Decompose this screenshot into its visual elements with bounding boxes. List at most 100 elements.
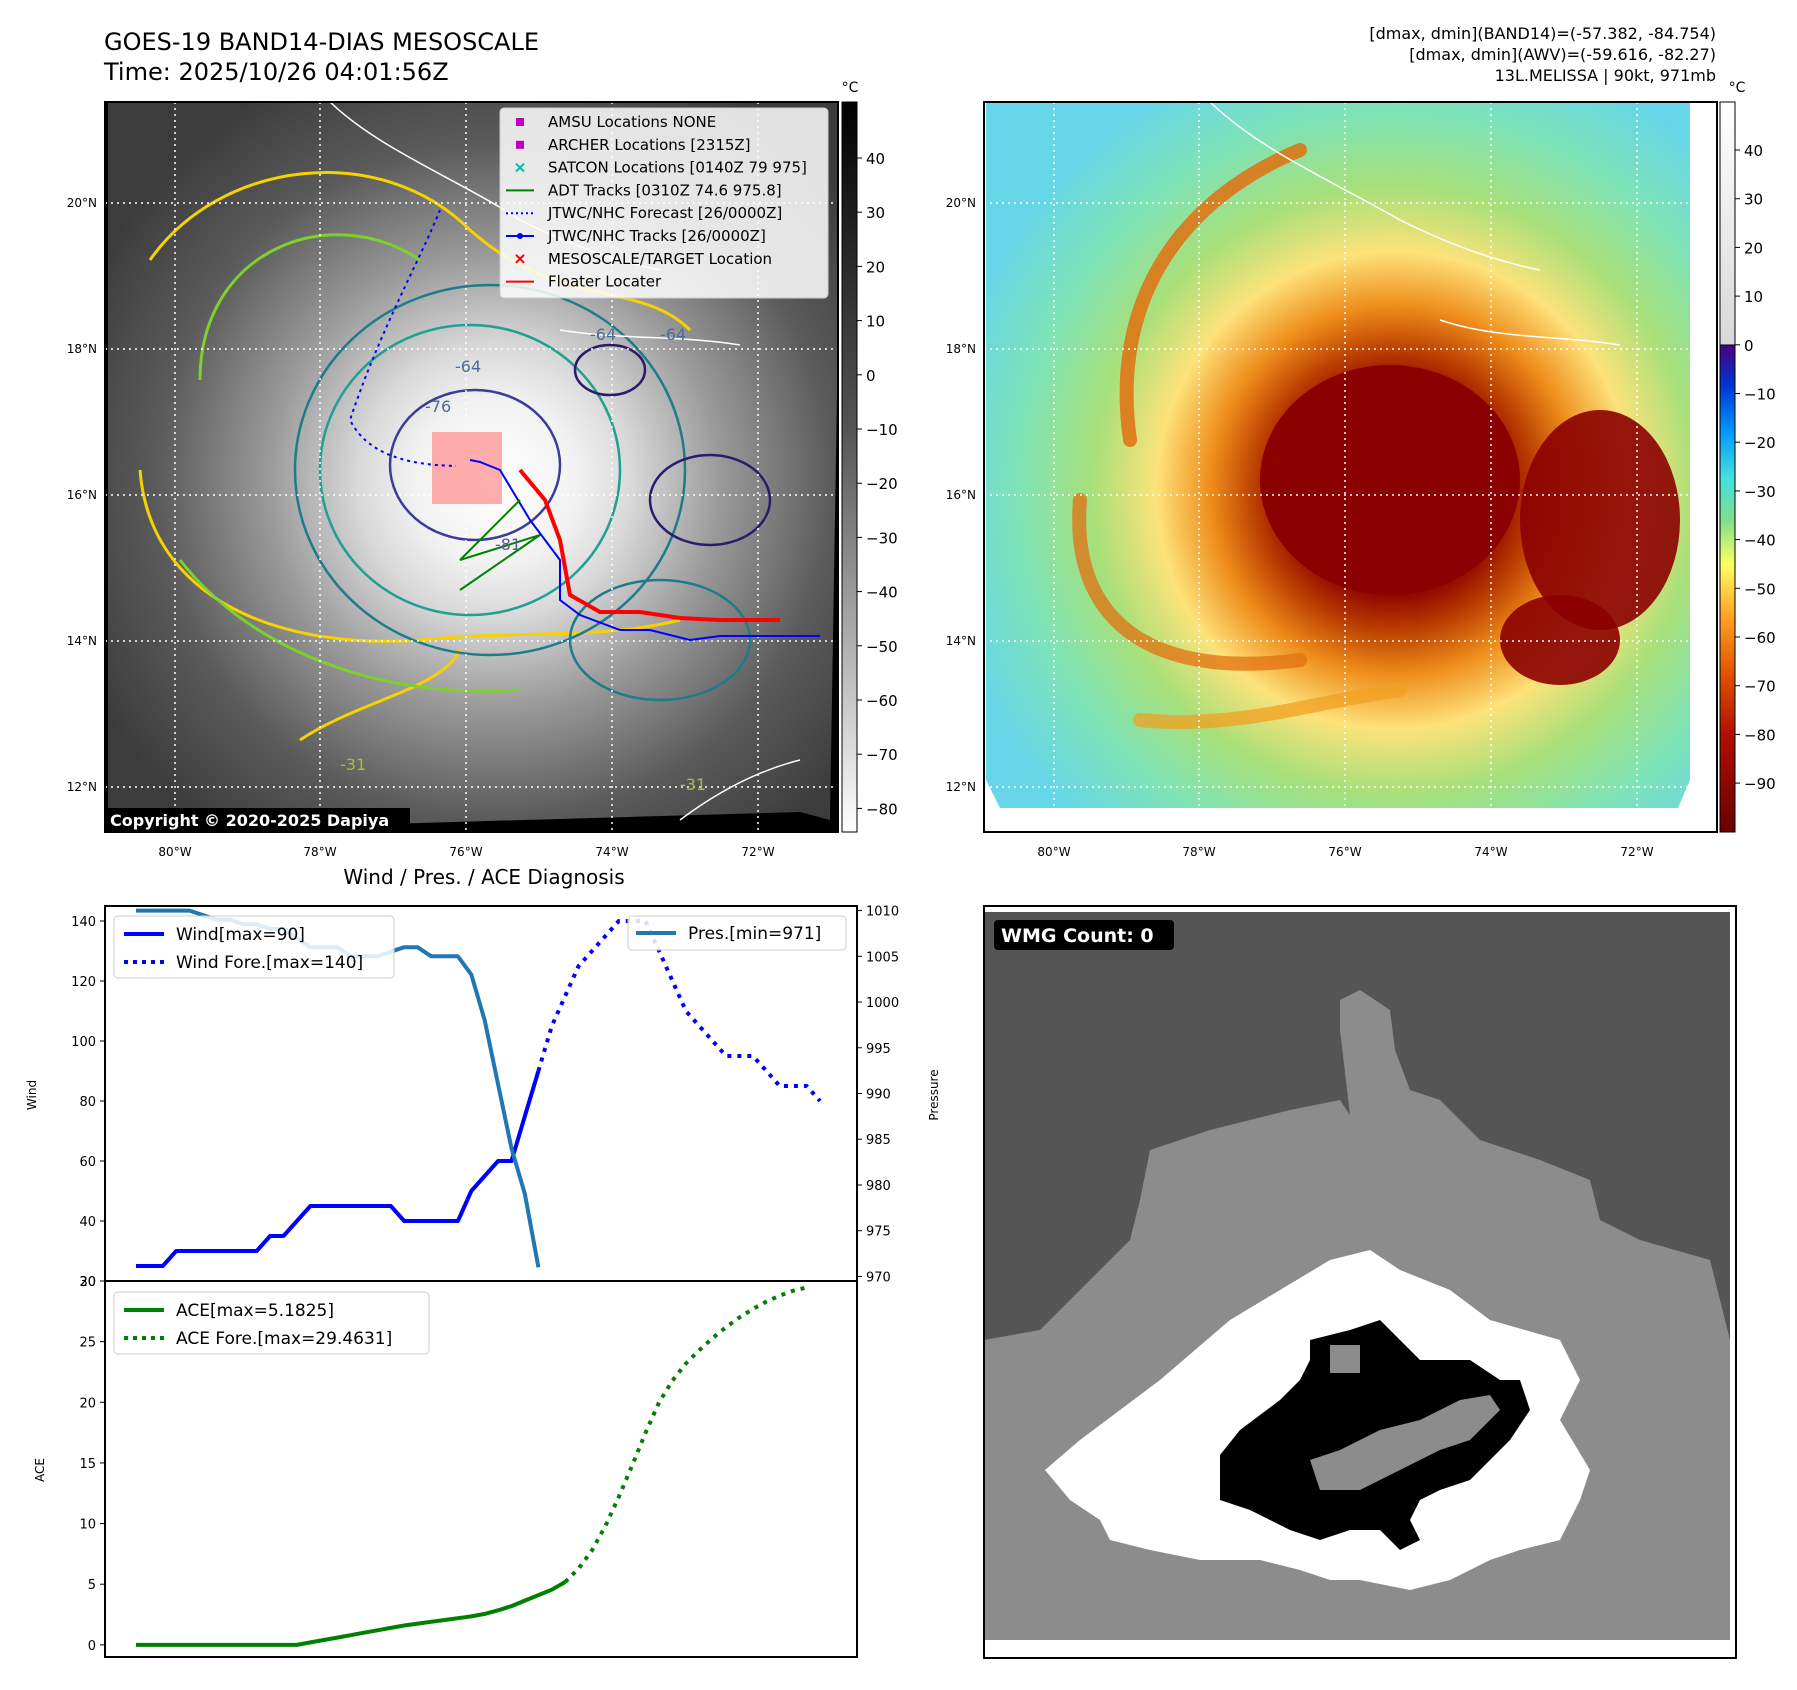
lon-labels-left: 80°W 78°W 76°W 74°W 72°W [158,845,774,859]
legend-marker [517,233,523,239]
pressure-tick-label: 990 [866,1088,891,1103]
ace-tick-label: 20 [79,1396,96,1411]
gray-colorbar-tick: −50 [866,638,898,656]
pressure-legend: Pres.[min=971] [627,915,847,951]
lat-tick-label: 20°N [946,196,976,210]
color-colorbar-tick: −20 [1744,434,1776,452]
contour-label: -64 [590,325,616,344]
lon-tick-label: 78°W [1182,845,1215,859]
wind-tick-label: 80 [79,1095,96,1110]
contour-label: -76 [425,397,451,416]
ace-tick-label: 25 [79,1336,96,1351]
rain-band [1072,493,1307,671]
legend-label: AMSU Locations NONE [548,113,716,131]
wind-tick-label: 100 [71,1035,96,1050]
color-colorbar: °C 40 30 20 10 0 −10 −20 −30 −40 −50 −60 −70 −80 −90 [1719,80,1776,833]
rain-band [1119,143,1307,447]
gray-colorbar-tick: 20 [866,258,885,276]
color-colorbar-tick: 10 [1744,288,1763,306]
pressure-axis-label: Pressure [927,1069,941,1120]
legend-label: ARCHER Locations [2315Z] [548,136,751,154]
storm-summary: 13L.MELISSA | 90kt, 971mb [1495,66,1716,85]
lon-tick-label: 74°W [1474,845,1507,859]
color-colorbar-tick: 40 [1744,142,1763,160]
wind-tick-label: 40 [79,1215,96,1230]
contour-ring [293,283,687,657]
pressure-tick-label: 985 [866,1133,891,1148]
color-colorbar-tick: 20 [1744,239,1763,257]
figure-title: GOES-19 BAND14-DIAS MESOSCALE [104,28,539,56]
pressure-tick-label: 970 [866,1270,891,1285]
lat-tick-label: 16°N [67,488,97,502]
legend-pressure: Pres.[min=971] [688,924,821,944]
contour-ring [388,388,562,542]
lat-tick-label: 12°N [946,780,976,794]
legend-wind-forecast: Wind Fore.[max=140] [176,953,363,973]
gray-colorbar-tick: 10 [866,313,885,331]
floater-box [432,432,502,504]
cold-cloud-core [1260,365,1520,595]
contour-band [299,649,462,742]
color-colorbar-tick: −90 [1744,775,1776,793]
ace-tick-label: 10 [79,1518,96,1533]
floater-track [518,468,780,622]
series-wind [136,1070,541,1268]
pressure-tick-label: 1010 [866,905,899,920]
wind-pressure-chart: Wind Pressure 20 40 60 80 100 120 140 970 975 98… [25,905,941,1290]
pressure-tick-label: 1000 [866,996,899,1011]
forecast-track [348,209,457,467]
gray-colorbar-tick: 0 [866,367,876,385]
diagnosis-title: Wind / Pres. / ACE Diagnosis [343,865,624,889]
contour-label: -31 [340,755,366,774]
legend-label: Floater Locater [548,273,662,291]
cold-cloud-core [1500,595,1620,685]
color-colorbar-tick: 0 [1744,337,1754,355]
map-legend: AMSU Locations NONE ARCHER Locations [231… [499,107,829,299]
gray-colorbar-tick: 30 [866,204,885,222]
lon-tick-label: 72°W [741,845,774,859]
pressure-tick-label: 995 [866,1042,891,1057]
legend-label: SATCON Locations [0140Z 79 975] [548,159,807,177]
color-colorbar-tick: −80 [1744,726,1776,744]
contour-label: -81 [495,535,521,554]
color-map-panel [983,101,1718,833]
ace-tick-label: 15 [79,1457,96,1472]
pressure-tick-label: 1005 [866,950,899,965]
lat-tick-label: 14°N [67,634,97,648]
gray-colorbar-tick: −60 [866,692,898,710]
wind-legend: Wind[max=90] Wind Fore.[max=140] [113,915,395,979]
gray-colorbar-tick: −40 [866,584,898,602]
coastline [1439,319,1621,346]
legend-marker [516,118,524,126]
stats-awv: [dmax, dmin](AWV)=(-59.616, -82.27) [1409,45,1716,64]
color-colorbar-tick: −70 [1744,678,1776,696]
stats-band14: [dmax, dmin](BAND14)=(-57.382, -84.754) [1369,24,1716,43]
contour-label: -64 [660,325,686,344]
legend-ace: ACE[max=5.1825] [176,1301,334,1321]
wmg-count-label: WMG Count: 0 [1001,925,1154,947]
wind-tick-label: 20 [79,1275,96,1290]
wind-tick-label: 120 [71,975,96,990]
contour-label: -64 [455,357,481,376]
contour-ring [573,343,647,397]
series-ace [136,1580,567,1647]
legend-marker [516,140,524,149]
legend-marker [515,162,525,173]
gray-colorbar-tick: −10 [866,421,898,439]
legend-label: JTWC/NHC Tracks [26/0000Z] [547,227,766,245]
lat-labels-right: 20°N 18°N 16°N 14°N 12°N [946,196,976,794]
lon-tick-label: 76°W [1328,845,1361,859]
adt-track [459,499,541,591]
legend-marker [515,254,525,264]
lon-tick-label: 74°W [595,845,628,859]
wind-tick-label: 60 [79,1155,96,1170]
ace-tick-label: 30 [79,1275,96,1290]
color-colorbar-tick: −10 [1744,386,1776,404]
gray-colorbar-tick: −80 [866,800,898,818]
color-colorbar-tick: 30 [1744,191,1763,209]
color-colorbar-tick: −40 [1744,532,1776,550]
gray-colorbar-tick: −30 [866,529,898,547]
copyright-box [105,808,410,832]
figure-time: Time: 2025/10/26 04:01:56Z [103,58,449,86]
wind-axis-label: Wind [25,1080,39,1110]
